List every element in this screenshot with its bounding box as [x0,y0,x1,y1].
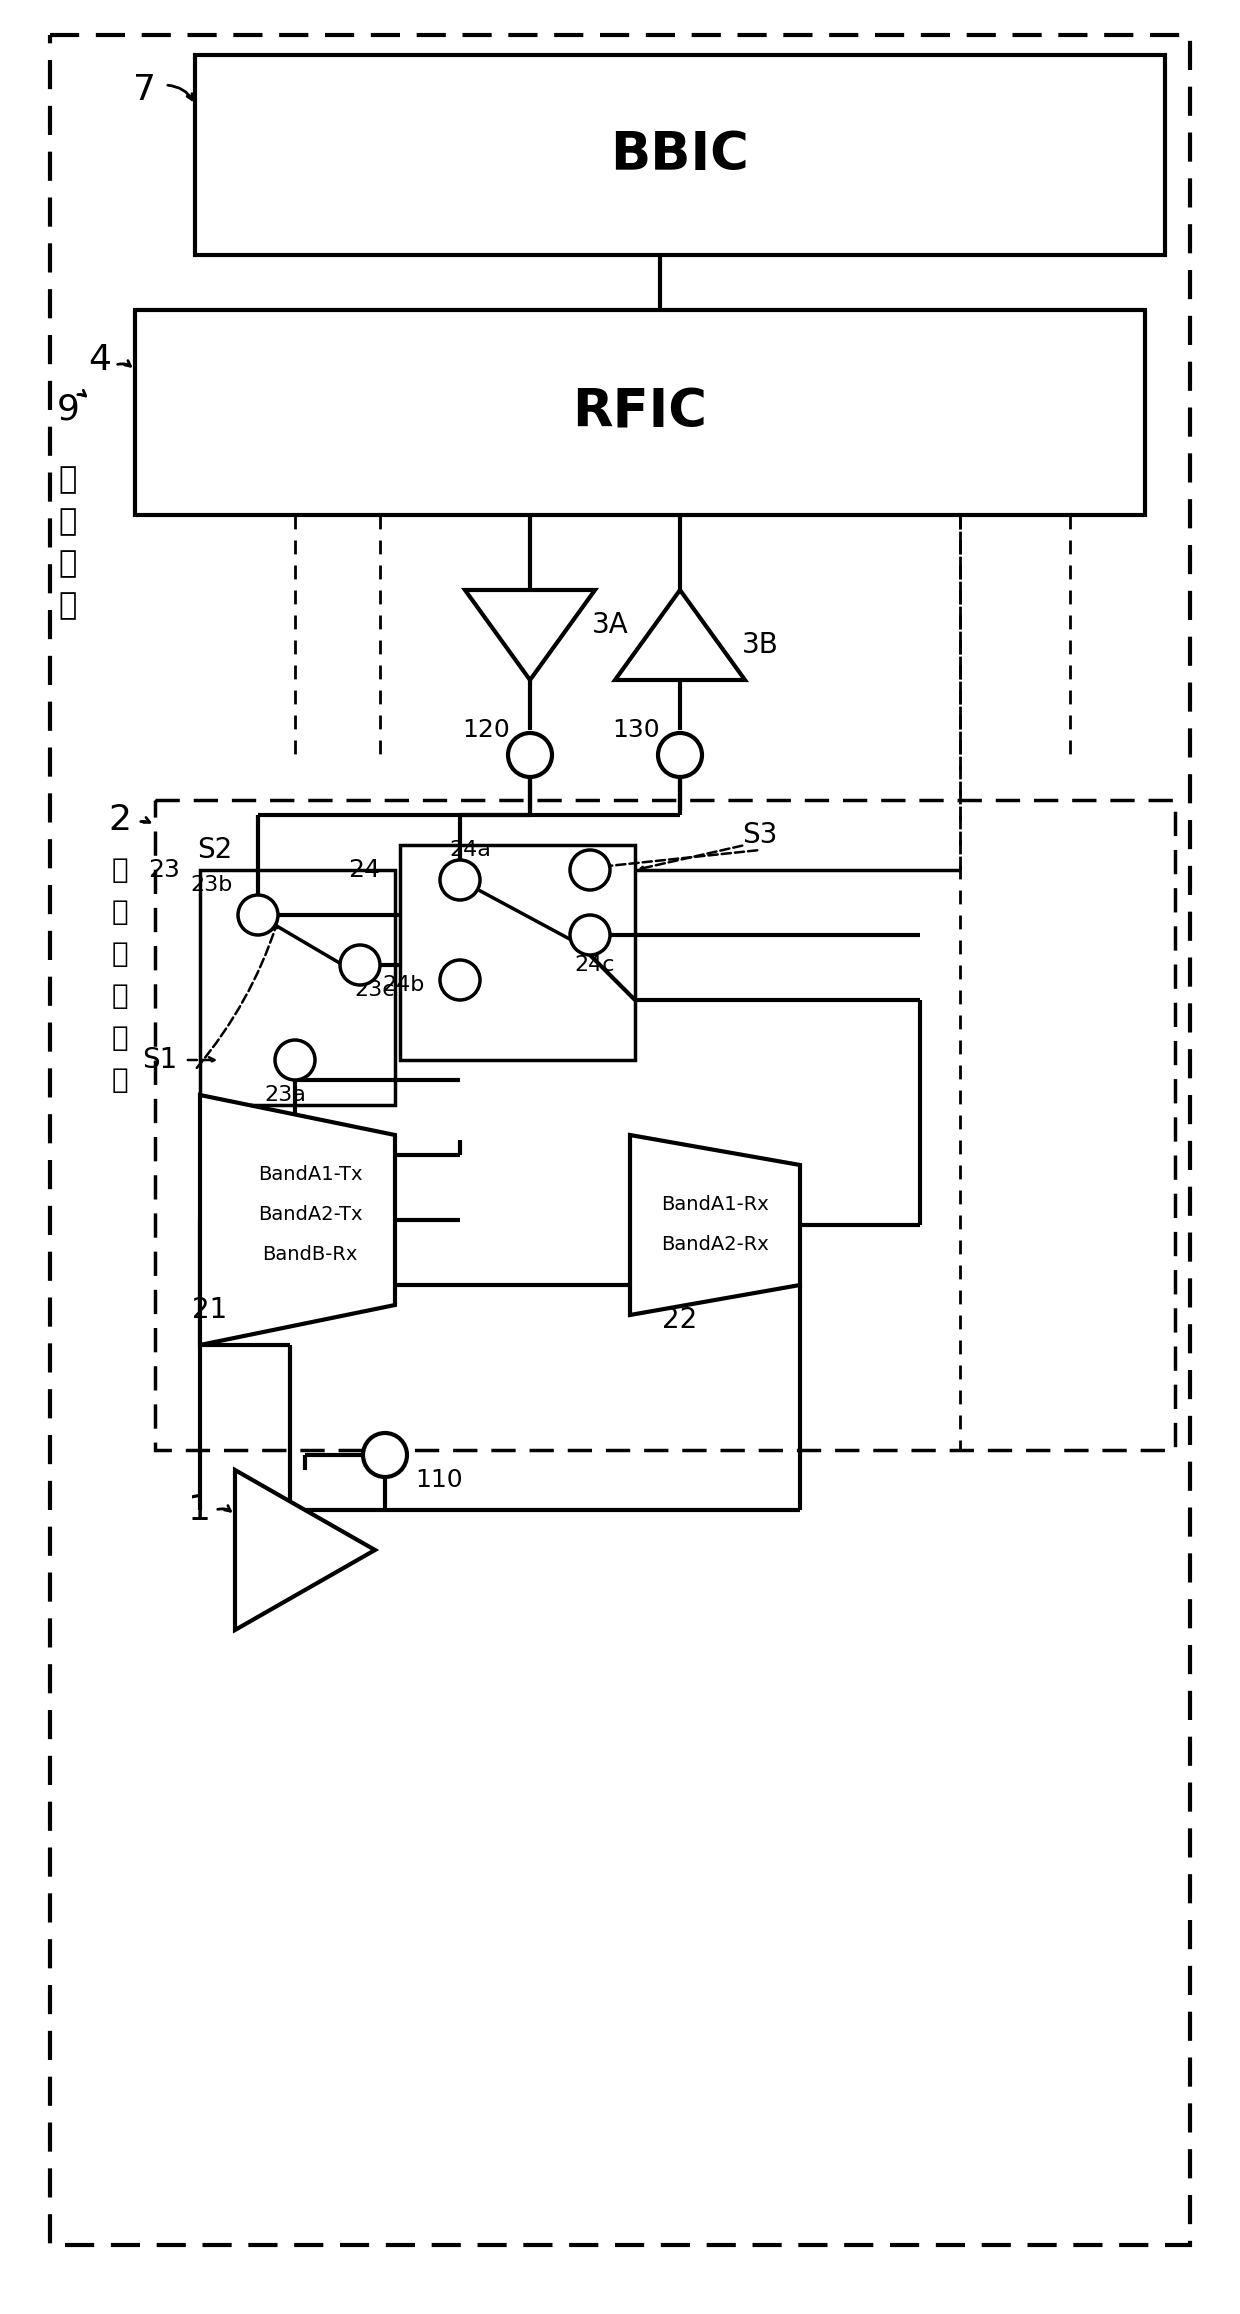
Text: 22: 22 [662,1305,698,1333]
Bar [195,56,1166,255]
Polygon shape [200,1095,396,1344]
Text: 高: 高 [112,856,128,884]
Text: S3: S3 [743,821,777,849]
Bar [155,801,1176,1451]
Text: S2: S2 [197,835,233,863]
Text: 110: 110 [415,1467,463,1493]
Text: 端: 端 [112,981,128,1009]
Text: 23c: 23c [355,981,396,1000]
Polygon shape [236,1469,374,1629]
Bar [401,845,635,1060]
Text: 路: 路 [112,1067,128,1095]
Text: 通: 通 [58,465,77,495]
Text: 2: 2 [109,803,131,838]
Circle shape [570,849,610,891]
Text: 120: 120 [463,717,510,743]
Text: 4: 4 [88,342,112,377]
Text: 130: 130 [613,717,660,743]
Circle shape [363,1432,407,1476]
Circle shape [508,734,552,778]
Text: 前: 前 [112,939,128,967]
Bar [135,310,1145,516]
Circle shape [238,896,278,935]
Polygon shape [615,590,745,680]
Text: 24a: 24a [449,840,491,861]
Text: BBIC: BBIC [610,130,749,180]
Text: 23a: 23a [264,1085,306,1106]
Text: 1: 1 [188,1493,212,1527]
Text: 频: 频 [112,898,128,926]
Text: 3A: 3A [591,611,629,639]
Text: BandA1-Rx: BandA1-Rx [661,1196,769,1215]
Text: 9: 9 [57,393,79,428]
Text: 7: 7 [134,74,156,106]
Text: BandB-Rx: BandB-Rx [263,1245,357,1263]
Circle shape [340,944,379,986]
Text: 3B: 3B [742,632,779,659]
Text: 24: 24 [348,858,379,882]
Circle shape [440,960,480,1000]
Text: BandA1-Tx: BandA1-Tx [258,1166,362,1185]
Polygon shape [465,590,595,680]
Circle shape [275,1039,315,1081]
Text: 23: 23 [148,858,180,882]
Text: 置: 置 [58,592,77,620]
Circle shape [440,861,480,900]
Text: 装: 装 [58,548,77,578]
Text: 24c: 24c [575,956,615,974]
Circle shape [658,734,702,778]
Text: 24b: 24b [383,974,425,995]
Polygon shape [630,1134,800,1314]
Circle shape [570,914,610,956]
Text: S1: S1 [143,1046,177,1074]
Text: 21: 21 [192,1296,228,1324]
Text: BandA2-Rx: BandA2-Rx [661,1236,769,1254]
Text: BandA2-Tx: BandA2-Tx [258,1206,362,1224]
Text: 信: 信 [58,507,77,537]
Text: 电: 电 [112,1025,128,1053]
Bar [200,870,396,1106]
Text: 23b: 23b [191,875,233,896]
Text: RFIC: RFIC [573,386,708,437]
